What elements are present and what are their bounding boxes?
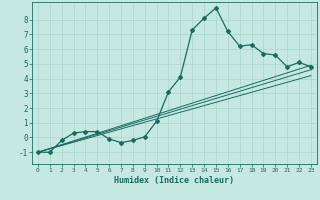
X-axis label: Humidex (Indice chaleur): Humidex (Indice chaleur) — [115, 176, 234, 185]
